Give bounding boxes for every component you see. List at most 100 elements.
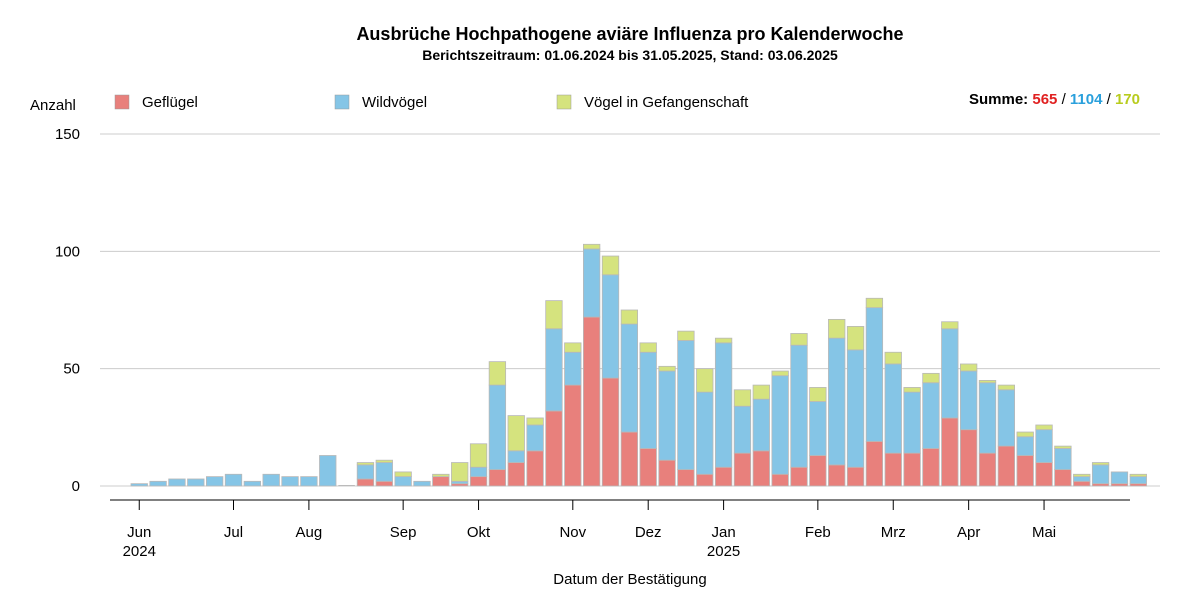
bar-segment-1: [752, 398, 770, 452]
bar-segment-1: [149, 480, 167, 487]
bar-segment-0: [677, 469, 695, 487]
bar-segment-2: [771, 370, 789, 377]
y-ticks: 0 50 100 150: [55, 126, 80, 495]
bar-segment-1: [130, 483, 148, 487]
total-wildvoegel: 1104: [1070, 91, 1103, 108]
totals: Summe: 565 / 1104 / 170: [969, 91, 1140, 108]
bar-segment-1: [375, 462, 393, 482]
legend: Geflügel Wildvögel Vögel in Gefangenscha…: [114, 94, 749, 111]
bar-segment-1: [281, 476, 299, 487]
bar-segment-1: [809, 401, 827, 456]
bar-segment-2: [733, 389, 752, 407]
bar-segment-2: [696, 368, 714, 393]
bar-segment-1: [168, 478, 186, 487]
bar-segment-1: [696, 391, 714, 475]
legend-label-gefangenschaft: Vögel in Gefangenschaft: [584, 94, 749, 111]
bar-segment-1: [601, 274, 620, 379]
bar-segment-0: [583, 316, 601, 487]
bar-segment-2: [620, 309, 638, 325]
bar-segment-0: [714, 466, 733, 487]
bar-segment-0: [997, 445, 1015, 487]
bar-segment-1: [1129, 476, 1147, 485]
bar-segment-0: [865, 441, 884, 487]
bar-segment-0: [1054, 469, 1072, 487]
bar-segment-1: [583, 248, 601, 318]
bar-segment-1: [300, 476, 318, 487]
bar-segment-1: [733, 405, 752, 454]
bar-segment-2: [545, 300, 563, 330]
bar-segment-1: [828, 337, 846, 466]
bar-segment-0: [469, 476, 488, 487]
bar-segment-2: [1054, 445, 1072, 449]
bar-segment-1: [469, 466, 488, 478]
bar-segment-0: [639, 448, 657, 487]
bar-segment-0: [922, 448, 940, 487]
bar-segment-2: [658, 365, 676, 372]
y-tick-label: 0: [72, 478, 80, 495]
bar-segment-2: [960, 363, 978, 372]
legend-swatch-gefangenschaft: [556, 94, 572, 110]
x-tick-label: Aug: [296, 524, 323, 541]
bar-segment-2: [828, 318, 846, 339]
bar-segment-0: [978, 452, 997, 487]
bar-segment-0: [564, 384, 582, 487]
x-tick-label: Jul: [224, 524, 243, 541]
bar-segment-0: [1035, 462, 1053, 487]
bar-segment-1: [865, 307, 884, 442]
bar-segment-2: [941, 321, 959, 330]
total-gefangenschaft: 170: [1115, 91, 1140, 108]
x-tick-label: Jun: [127, 524, 151, 541]
bar-segment-0: [375, 480, 393, 487]
bar-segment-2: [432, 473, 450, 478]
bar-segment-2: [639, 342, 657, 353]
x-tick-label: Mrz: [881, 524, 906, 541]
bar-segment-0: [696, 473, 714, 487]
bar-segment-0: [960, 429, 978, 487]
bar-segment-2: [846, 326, 865, 351]
legend-swatch-wildvoegel: [334, 94, 350, 110]
x-tick-label: Mai: [1032, 524, 1056, 541]
bar-segment-0: [601, 377, 620, 487]
bar-segment-1: [1073, 476, 1091, 482]
bar-segment-2: [488, 361, 507, 386]
bar-segment-0: [545, 410, 563, 487]
bars: [130, 243, 1147, 487]
x-tick-label: Jan: [712, 524, 736, 541]
bar-segment-1: [224, 473, 243, 487]
legend-swatch-gefluegel: [114, 94, 130, 110]
bar-segment-0: [620, 431, 638, 487]
bar-segment-0: [488, 469, 507, 487]
bar-segment-0: [432, 476, 450, 487]
bar-segment-2: [583, 243, 601, 250]
bar-segment-0: [941, 417, 959, 487]
bar-segment-2: [507, 415, 525, 452]
bar-segment-2: [394, 471, 412, 478]
bar-segment-0: [790, 466, 808, 487]
bar-segment-2: [1035, 424, 1053, 431]
bar-segment-1: [356, 464, 375, 480]
bar-segment-2: [356, 462, 375, 466]
bar-segment-1: [1054, 448, 1072, 470]
bar-segment-1: [658, 370, 676, 461]
legend-label-wildvoegel: Wildvögel: [362, 94, 427, 111]
bar-segment-0: [507, 462, 525, 487]
bar-segment-1: [545, 328, 563, 412]
bar-segment-1: [564, 351, 582, 386]
x-tick-year: 2025: [707, 543, 740, 560]
bar-segment-1: [903, 391, 921, 454]
bar-segment-1: [413, 480, 431, 487]
totals-sep-1: /: [1062, 91, 1067, 108]
bar-segment-0: [752, 450, 770, 487]
bar-segment-0: [658, 459, 676, 487]
bar-segment-0: [903, 452, 921, 487]
bar-segment-1: [526, 424, 544, 452]
bar-segment-0: [733, 452, 752, 487]
bar-segment-1: [1091, 464, 1110, 485]
bar-segment-0: [828, 464, 846, 487]
bar-segment-2: [1091, 462, 1110, 466]
bar-segment-1: [394, 476, 412, 487]
bar-segment-2: [978, 379, 997, 384]
x-tick-label: Feb: [805, 524, 831, 541]
bar-segment-1: [771, 375, 789, 475]
y-tick-label: 100: [55, 243, 80, 260]
